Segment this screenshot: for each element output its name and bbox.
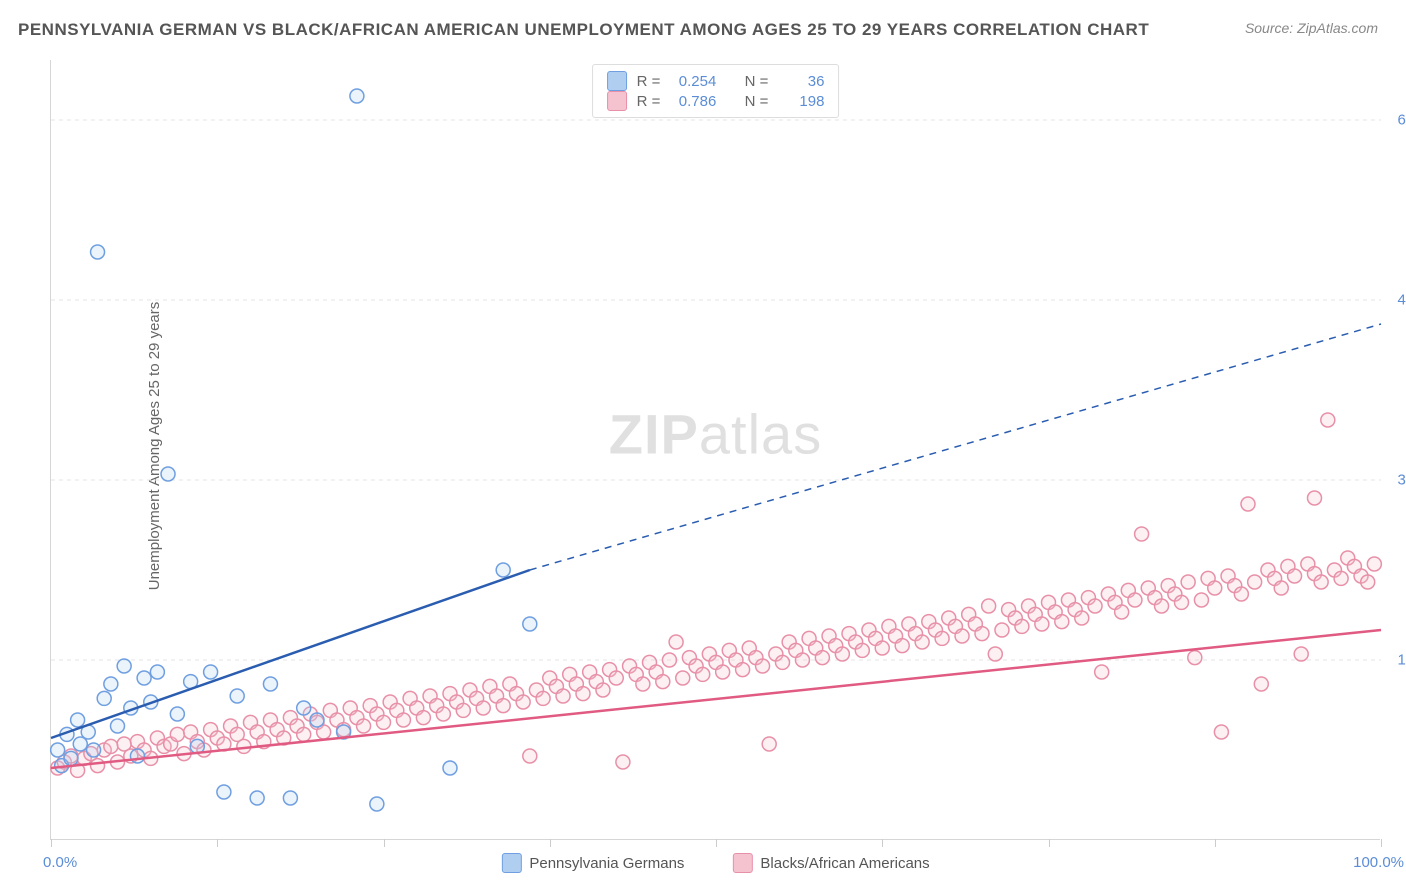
n-value-0: 36	[778, 73, 824, 90]
series-legend: Pennsylvania Germans Blacks/African Amer…	[501, 853, 929, 873]
x-tick	[1381, 839, 1382, 847]
r-label: R =	[637, 73, 661, 90]
x-tick	[1215, 839, 1216, 847]
r-label: R =	[637, 93, 661, 110]
x-tick	[51, 839, 52, 847]
legend-row-series-1: R = 0.786 N = 198	[607, 91, 825, 111]
legend-item-1: Blacks/African Americans	[732, 853, 929, 873]
legend-row-series-0: R = 0.254 N = 36	[607, 71, 825, 91]
n-value-1: 198	[778, 93, 824, 110]
r-value-1: 0.786	[670, 93, 716, 110]
legend-bottom-swatch-0	[501, 853, 521, 873]
n-label: N =	[745, 93, 769, 110]
y-tick-label: 60.0%	[1397, 112, 1406, 129]
correlation-legend: R = 0.254 N = 36 R = 0.786 N = 198	[592, 64, 840, 118]
n-label: N =	[745, 73, 769, 90]
chart-container: PENNSYLVANIA GERMAN VS BLACK/AFRICAN AME…	[0, 0, 1406, 892]
legend-item-0: Pennsylvania Germans	[501, 853, 684, 873]
legend-bottom-label-1: Blacks/African Americans	[760, 855, 929, 872]
y-tick-label: 30.0%	[1397, 472, 1406, 489]
chart-svg	[51, 60, 1380, 839]
r-value-0: 0.254	[670, 73, 716, 90]
x-tick	[716, 839, 717, 847]
y-tick-label: 45.0%	[1397, 292, 1406, 309]
source-attribution: Source: ZipAtlas.com	[1245, 20, 1378, 36]
legend-swatch-1	[607, 91, 627, 111]
plot-area: ZIPatlas 15.0%30.0%45.0%60.0% 0.0% 100.0…	[50, 60, 1380, 840]
x-tick	[384, 839, 385, 847]
legend-bottom-label-0: Pennsylvania Germans	[529, 855, 684, 872]
x-tick	[217, 839, 218, 847]
x-tick	[1049, 839, 1050, 847]
legend-swatch-0	[607, 71, 627, 91]
legend-bottom-swatch-1	[732, 853, 752, 873]
x-tick	[550, 839, 551, 847]
y-tick-label: 15.0%	[1397, 652, 1406, 669]
chart-title: PENNSYLVANIA GERMAN VS BLACK/AFRICAN AME…	[18, 20, 1149, 40]
x-axis-max-label: 100.0%	[1353, 854, 1404, 871]
x-axis-min-label: 0.0%	[43, 854, 77, 871]
x-tick	[882, 839, 883, 847]
